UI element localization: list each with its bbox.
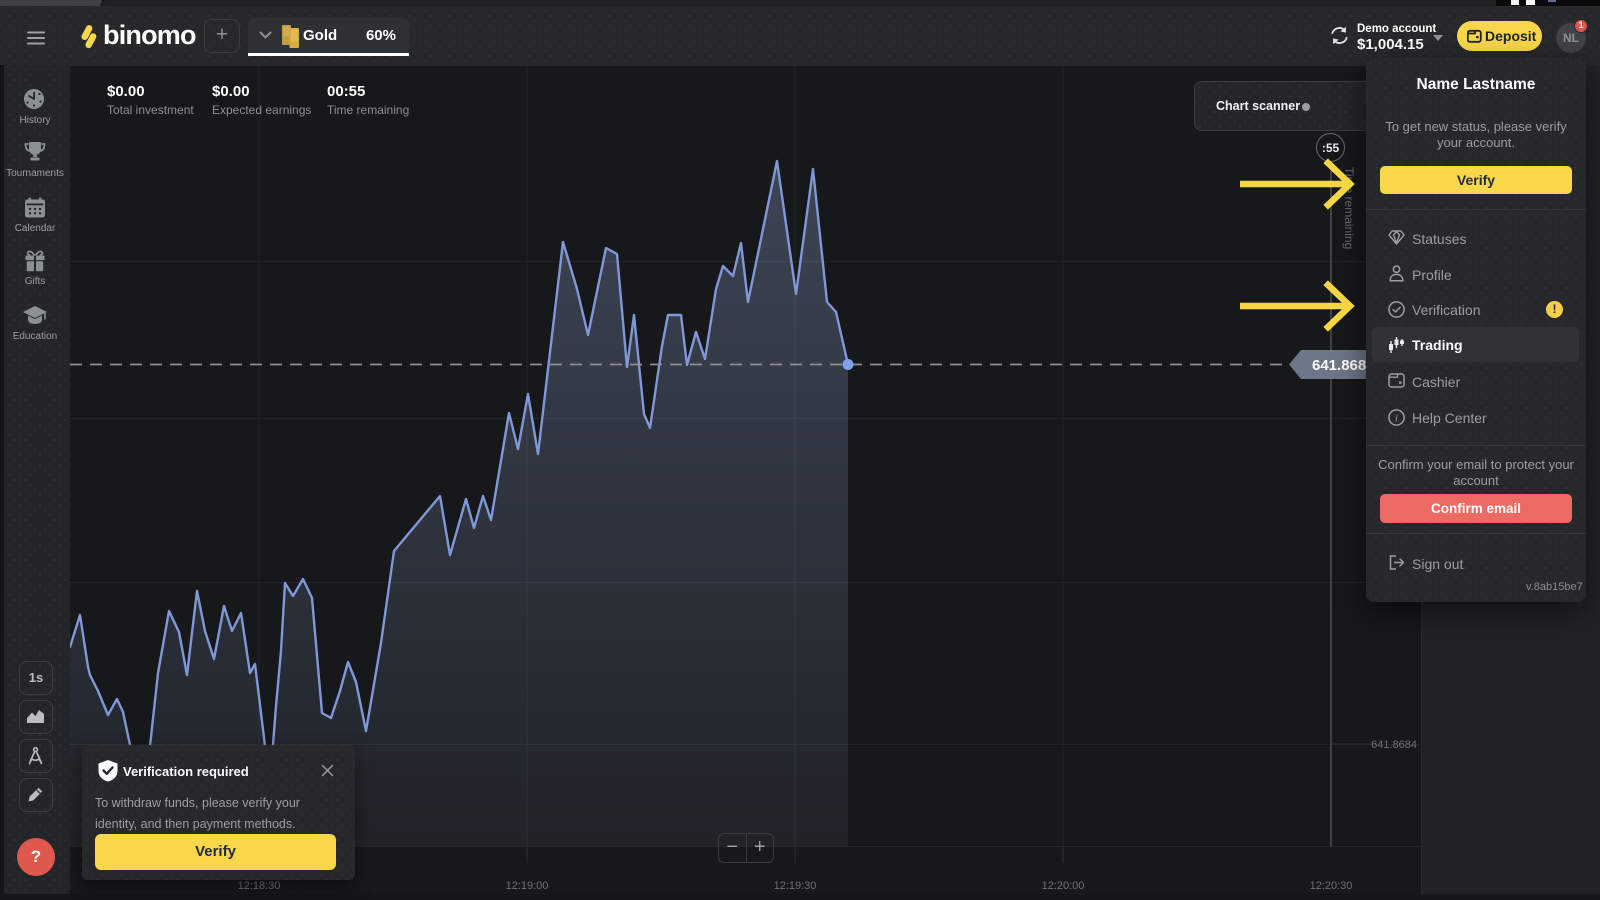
svg-text:12:19:30: 12:19:30 [774,880,817,892]
svg-text:12:18:30: 12:18:30 [238,880,281,892]
svg-text:641.8684: 641.8684 [1371,739,1417,751]
svg-text:641.868: 641.868 [1312,357,1366,374]
svg-text:12:20:00: 12:20:00 [1042,880,1085,892]
svg-text:12:20:30: 12:20:30 [1310,880,1353,892]
svg-text:12:19:00: 12:19:00 [506,880,549,892]
svg-text:i: i [1395,413,1398,424]
